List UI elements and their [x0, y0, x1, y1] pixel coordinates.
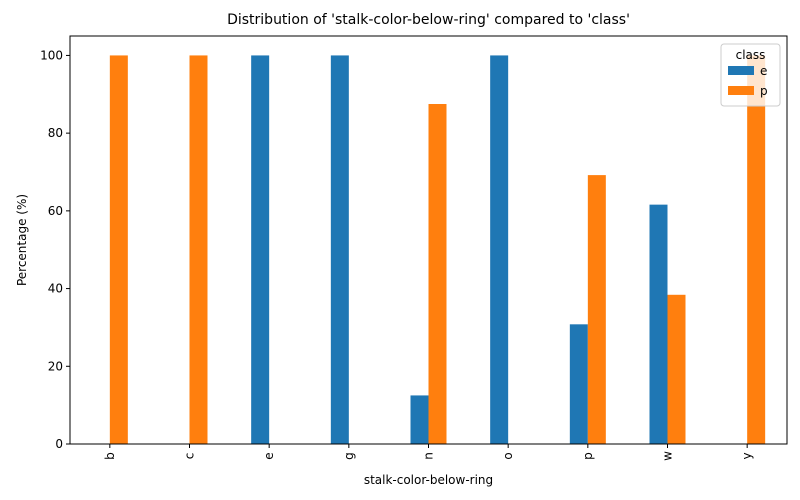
bar-p-b	[109, 55, 128, 445]
legend-label-p: p	[760, 84, 768, 98]
bar-p-c	[189, 55, 208, 445]
x-tick-label: g	[342, 452, 356, 460]
legend-swatch-e	[728, 66, 754, 75]
x-tick-label: n	[422, 452, 436, 460]
x-tick-label: y	[740, 452, 754, 459]
x-tick-label: c	[183, 453, 197, 460]
y-axis-title: Percentage (%)	[15, 194, 29, 286]
bar-e-n	[410, 395, 429, 444]
bar-p-p	[587, 175, 606, 444]
bar-e-o	[490, 55, 509, 445]
x-axis-title: stalk-color-below-ring	[364, 473, 493, 487]
y-tick-label: 60	[48, 204, 63, 218]
bar-p-w	[667, 294, 686, 444]
chart-title: Distribution of 'stalk-color-below-ring'…	[227, 12, 630, 28]
x-tick-label: b	[103, 452, 117, 460]
bar-e-e	[251, 55, 270, 445]
y-tick-label: 20	[48, 359, 63, 373]
bar-p-y	[747, 55, 766, 445]
x-tick-label: e	[262, 452, 276, 459]
legend: class ep	[720, 43, 781, 107]
y-tick-label: 0	[55, 437, 63, 451]
x-tick-label: o	[501, 452, 515, 459]
x-tick-label: p	[581, 452, 595, 460]
bar-e-g	[330, 55, 349, 445]
legend-label-e: e	[760, 64, 767, 78]
bar-e-p	[569, 324, 588, 444]
y-tick-label: 40	[48, 282, 63, 296]
y-tick-label: 80	[48, 126, 63, 140]
x-tick-label: w	[661, 451, 675, 461]
y-tick-label: 100	[40, 48, 63, 62]
bar-e-w	[649, 204, 668, 444]
plot-area	[109, 55, 766, 445]
legend-swatch-p	[728, 86, 754, 95]
legend-title: class	[736, 48, 766, 62]
bar-p-n	[428, 104, 447, 444]
y-axis: 0 20 40 60 80 100	[40, 48, 70, 451]
